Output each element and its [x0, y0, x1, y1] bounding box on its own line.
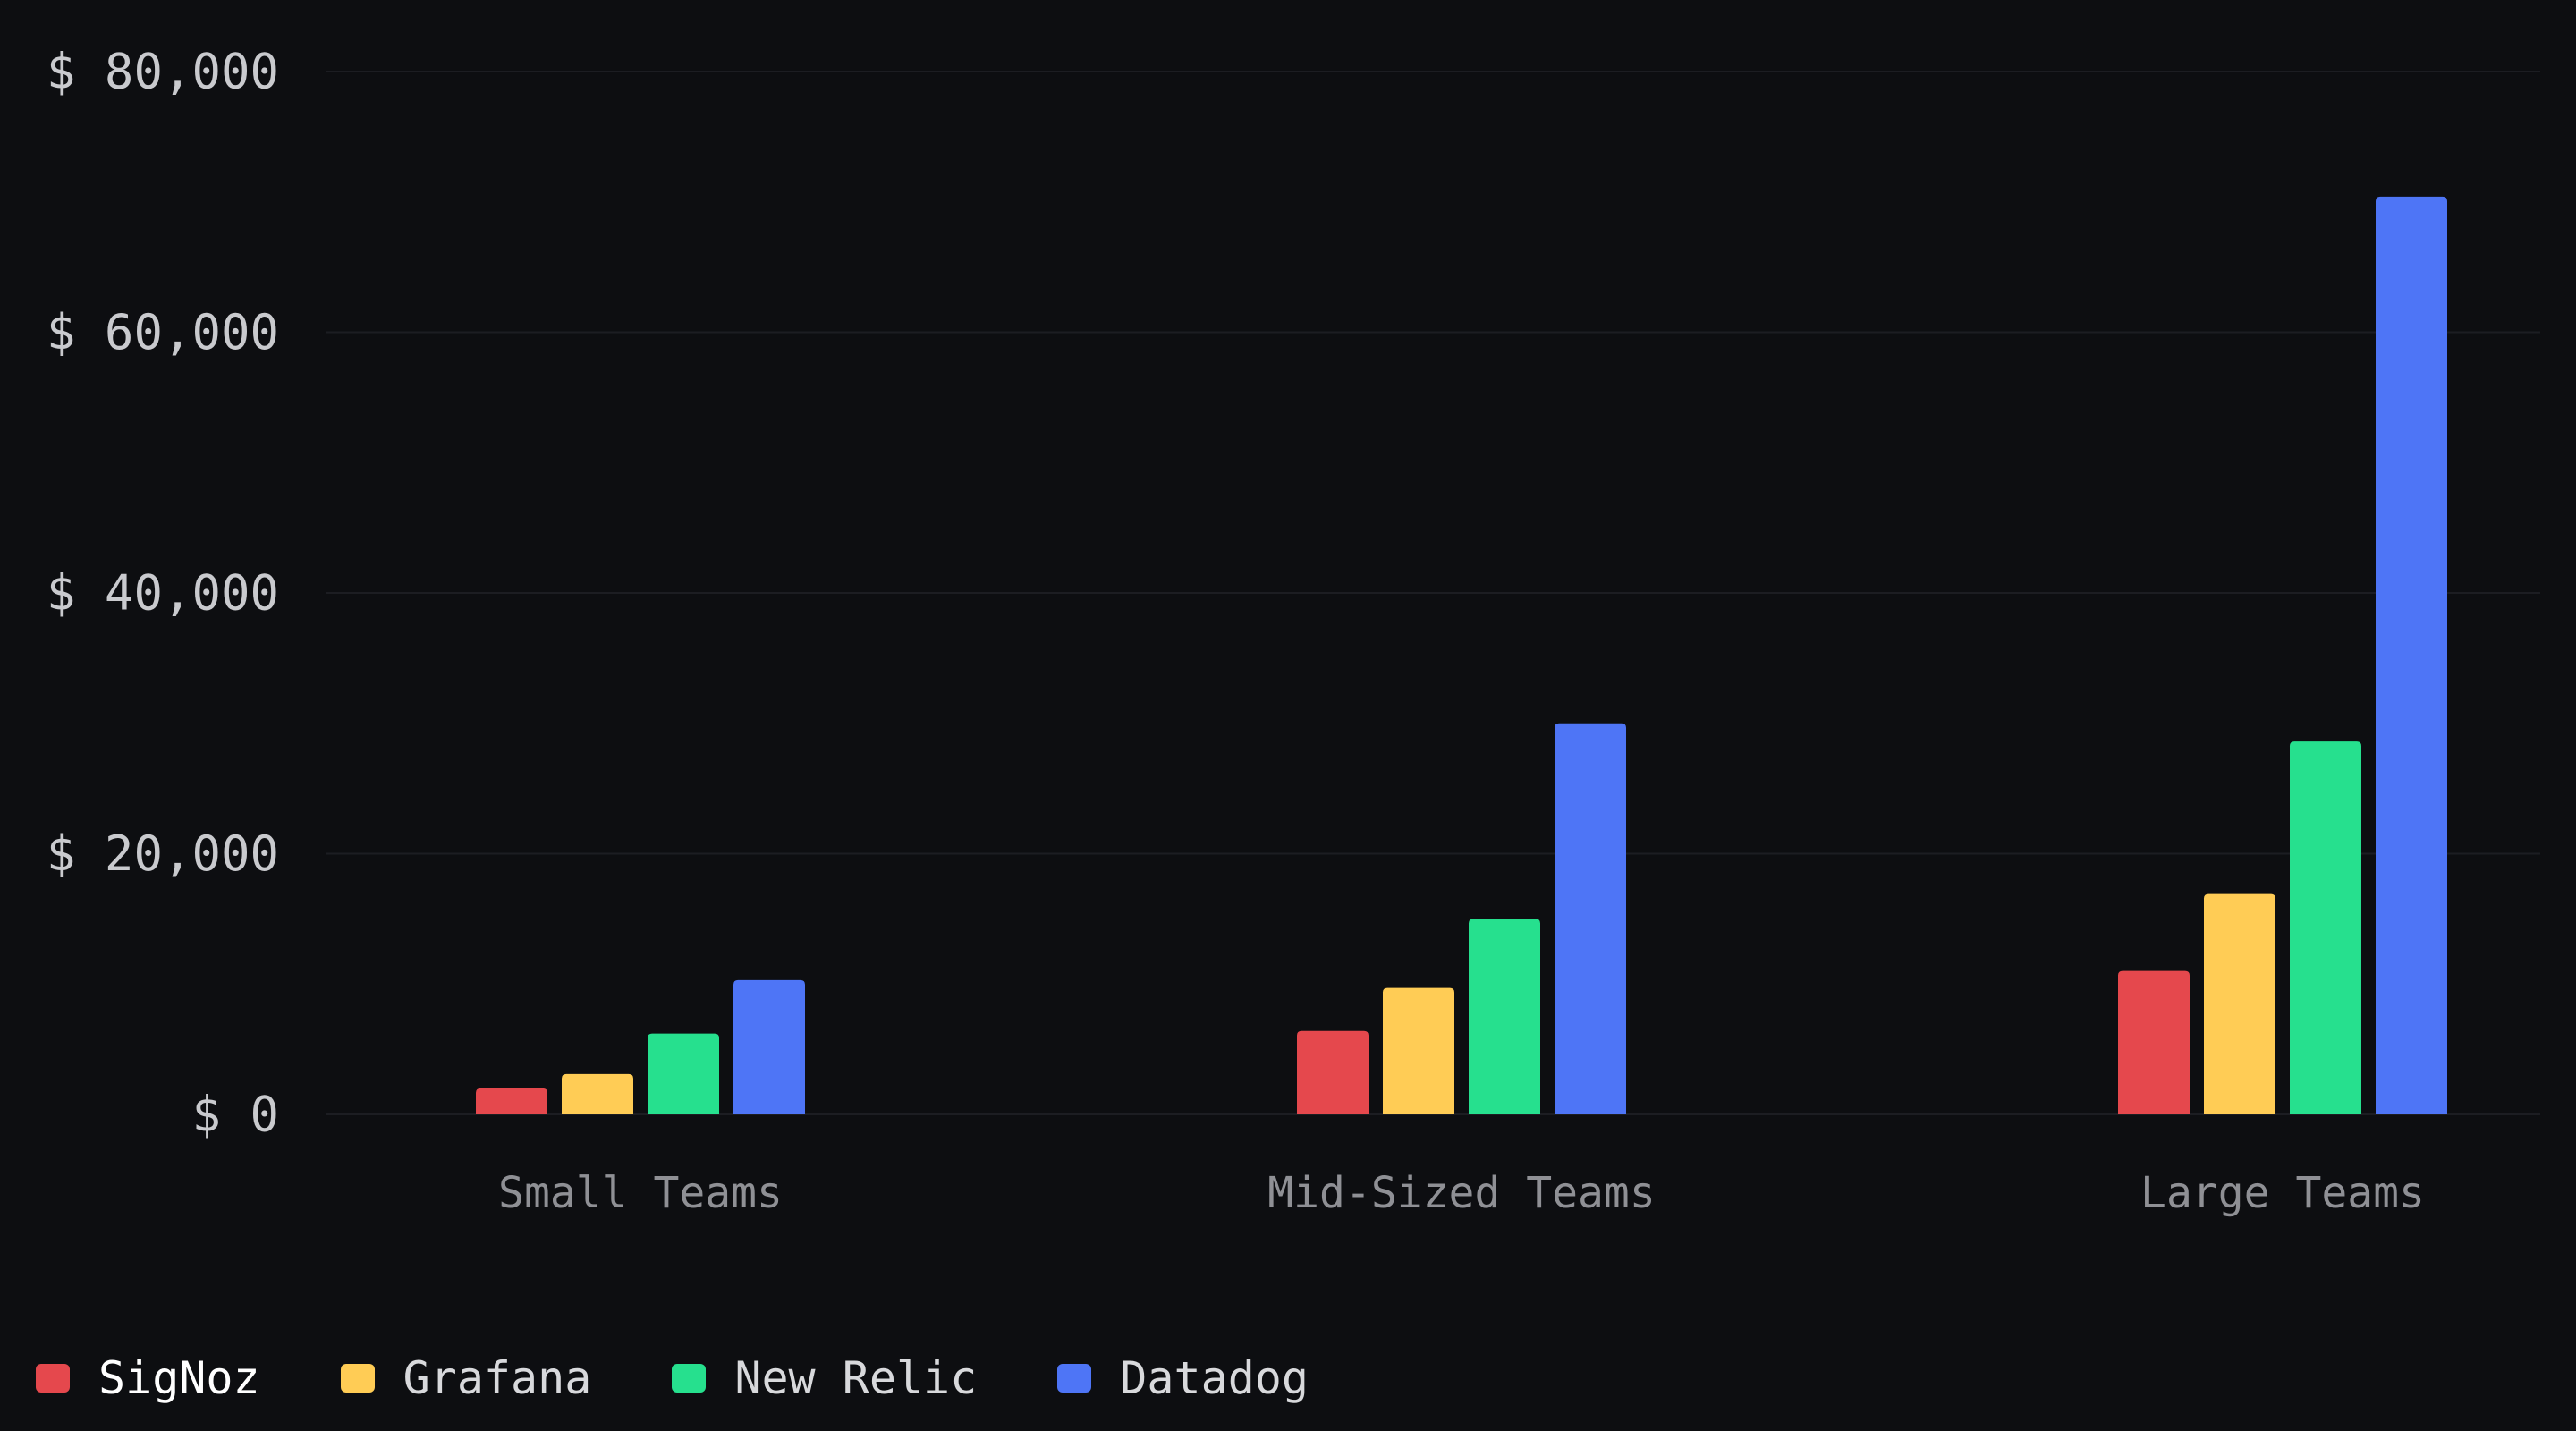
bar-grafana-mid-sized-teams[interactable] — [1383, 987, 1454, 1114]
legend-item-new-relic[interactable]: New Relic — [672, 1352, 977, 1404]
x-axis-ticks: Small Teams Mid-Sized Teams Large Teams — [498, 1168, 2425, 1218]
legend: SigNoz Grafana New Relic Datadog — [36, 1352, 1389, 1404]
bar-datadog-large-teams[interactable] — [2376, 196, 2447, 1114]
legend-label-grafana: Grafana — [402, 1352, 592, 1404]
legend-label-datadog: Datadog — [1120, 1352, 1309, 1404]
legend-item-signoz[interactable]: SigNoz — [36, 1352, 260, 1404]
bar-chart: $ 0 $ 20,000 $ 40,000 $ 60,000 $ 80,000 Smal… — [47, 44, 2540, 1218]
bar-grafana-small-teams[interactable] — [562, 1073, 633, 1114]
x-tick-label-mid-sized-teams: Mid-Sized Teams — [1267, 1168, 1655, 1218]
legend-item-grafana[interactable]: Grafana — [340, 1352, 592, 1404]
bar-datadog-mid-sized-teams[interactable] — [1555, 723, 1626, 1114]
bar-new-relic-mid-sized-teams[interactable] — [1469, 919, 1540, 1114]
bar-grafana-large-teams[interactable] — [2204, 893, 2275, 1114]
bar-signoz-mid-sized-teams[interactable] — [1297, 1030, 1368, 1114]
x-tick-label-small-teams: Small Teams — [498, 1168, 783, 1218]
bar-new-relic-large-teams[interactable] — [2290, 741, 2361, 1114]
y-tick-label: $ 80,000 — [47, 44, 279, 100]
bars — [476, 196, 2447, 1114]
legend-swatch-datadog — [1057, 1364, 1092, 1393]
legend-swatch-new-relic — [672, 1364, 707, 1393]
legend-label-signoz: SigNoz — [98, 1352, 260, 1404]
bar-signoz-small-teams[interactable] — [476, 1088, 547, 1114]
legend-swatch-grafana — [340, 1364, 375, 1393]
bar-signoz-large-teams[interactable] — [2118, 970, 2190, 1114]
bar-new-relic-small-teams[interactable] — [648, 1033, 719, 1114]
bar-datadog-small-teams[interactable] — [733, 979, 805, 1114]
x-tick-label-large-teams: Large Teams — [2140, 1168, 2425, 1218]
y-tick-label: $ 0 — [191, 1087, 279, 1143]
y-tick-label: $ 20,000 — [47, 826, 279, 882]
y-tick-label: $ 40,000 — [47, 565, 279, 622]
y-axis-ticks: $ 0 $ 20,000 $ 40,000 $ 60,000 $ 80,000 — [47, 44, 279, 1143]
y-tick-label: $ 60,000 — [47, 304, 279, 360]
legend-label-new-relic: New Relic — [734, 1352, 978, 1404]
legend-item-datadog[interactable]: Datadog — [1057, 1352, 1309, 1404]
legend-swatch-signoz — [36, 1364, 70, 1393]
